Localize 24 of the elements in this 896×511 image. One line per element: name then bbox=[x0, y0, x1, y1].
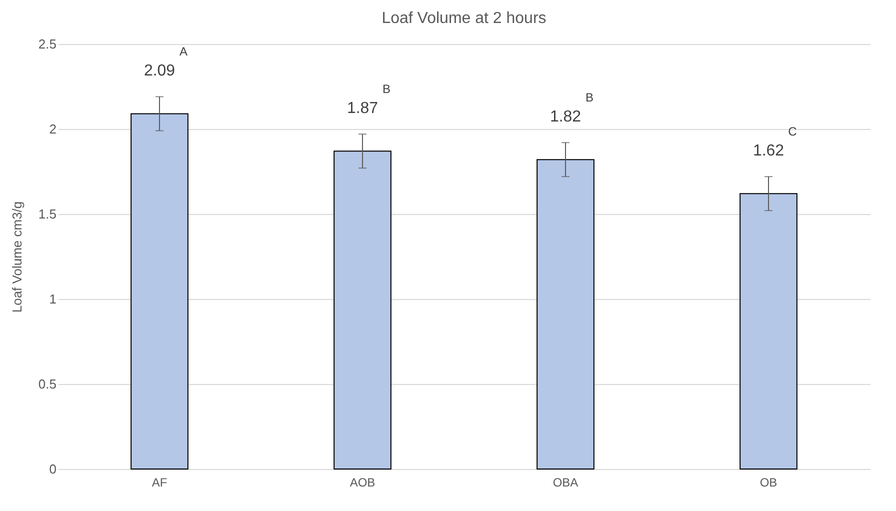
bar bbox=[130, 113, 188, 470]
annotation: B bbox=[382, 82, 391, 96]
y-tick-label: 0.5 bbox=[38, 376, 56, 392]
y-tick-label: 0 bbox=[49, 462, 56, 476]
x-tick-label: OB bbox=[760, 476, 778, 490]
annotation: C bbox=[788, 124, 798, 139]
x-tick-label: OBA bbox=[552, 476, 578, 490]
data-label: 1.82 bbox=[550, 108, 582, 126]
chart-title: Loaf Volume at 2 hours bbox=[382, 10, 546, 27]
y-axis-title: Loaf Volume cm3/g bbox=[9, 201, 24, 313]
y-tick-label: 1 bbox=[49, 292, 56, 306]
y-tick-label: 2 bbox=[49, 122, 56, 136]
x-tick-label: AF bbox=[152, 476, 168, 490]
bar bbox=[334, 150, 392, 470]
y-tick-label: 2.5 bbox=[38, 36, 56, 52]
data-label: 1.62 bbox=[752, 142, 784, 160]
data-label: 1.87 bbox=[346, 100, 378, 118]
annotation: B bbox=[585, 90, 594, 105]
data-label: 2.09 bbox=[144, 62, 176, 80]
y-tick-label: 1.5 bbox=[38, 206, 56, 222]
annotation: A bbox=[179, 44, 188, 59]
bar bbox=[740, 193, 798, 470]
x-tick-label: AOB bbox=[350, 476, 376, 490]
bar bbox=[536, 159, 594, 470]
